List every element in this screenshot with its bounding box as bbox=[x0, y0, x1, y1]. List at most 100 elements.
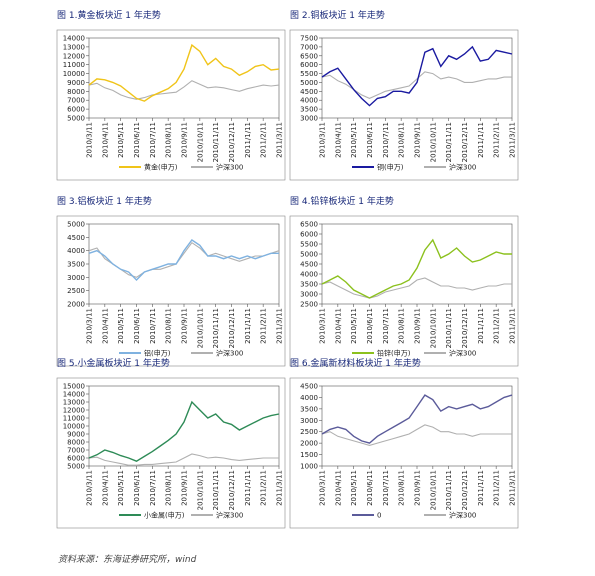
x-tick-label: 2011/3/11 bbox=[276, 470, 284, 506]
legend-label: 铅锌(申万) bbox=[377, 349, 411, 358]
y-tick-label: 6000 bbox=[300, 61, 318, 69]
plot-area bbox=[88, 223, 280, 305]
x-tick-label: 2010/7/11 bbox=[149, 308, 157, 344]
y-tick-label: 6000 bbox=[67, 106, 85, 114]
series-line bbox=[321, 238, 512, 299]
x-tick-label: 2010/7/11 bbox=[382, 308, 390, 344]
y-tick-label: 12000 bbox=[63, 407, 85, 415]
legend-label: 沪深300 bbox=[216, 349, 243, 358]
y-tick-label: 3000 bbox=[67, 274, 85, 282]
x-tick-label: 2010/11/11 bbox=[212, 308, 220, 348]
x-tick-label: 2010/5/11 bbox=[350, 122, 358, 158]
x-tick-label: 2011/3/11 bbox=[509, 122, 517, 158]
x-tick-label: 2010/3/11 bbox=[319, 308, 327, 344]
x-tick-label: 2010/11/11 bbox=[445, 470, 453, 510]
series-line bbox=[88, 239, 279, 281]
x-tick-label: 2011/1/11 bbox=[477, 470, 485, 506]
x-tick-label: 2010/8/11 bbox=[398, 470, 406, 506]
x-tick-label: 2011/3/11 bbox=[509, 308, 517, 344]
y-tick-label: 6000 bbox=[67, 455, 85, 463]
y-tick-label: 4500 bbox=[300, 88, 318, 96]
y-tick-label: 6500 bbox=[300, 221, 318, 229]
panel-frame bbox=[289, 215, 519, 367]
x-tick-label: 2011/1/11 bbox=[244, 470, 252, 506]
x-tick-label: 2010/9/11 bbox=[181, 308, 189, 344]
x-tick-label: 2010/4/11 bbox=[334, 122, 342, 158]
x-tick-label: 2010/10/11 bbox=[196, 122, 204, 162]
x-tick-label: 2010/9/11 bbox=[181, 470, 189, 506]
x-tick-label: 2010/3/11 bbox=[86, 122, 94, 158]
y-tick-label: 2500 bbox=[67, 287, 85, 295]
legend-label: 黄金(申万) bbox=[144, 163, 178, 172]
series-line bbox=[321, 45, 513, 107]
x-tick-label: 2010/10/11 bbox=[429, 308, 437, 348]
legend-label: 沪深300 bbox=[449, 511, 476, 520]
y-tick-label: 3500 bbox=[300, 405, 318, 413]
legend-label: 沪深300 bbox=[216, 163, 243, 172]
x-tick-label: 2010/11/11 bbox=[212, 122, 220, 162]
x-tick-label: 2011/3/11 bbox=[509, 470, 517, 506]
y-tick-label: 6000 bbox=[300, 231, 318, 239]
x-tick-label: 2010/12/11 bbox=[228, 122, 236, 162]
y-tick-label: 5500 bbox=[300, 241, 318, 249]
legend-label: 沪深300 bbox=[449, 163, 476, 172]
source-note: 资料来源：东海证券研究所，wind bbox=[58, 554, 197, 565]
x-tick-label: 2010/6/11 bbox=[366, 308, 374, 344]
y-tick-label: 5500 bbox=[300, 70, 318, 78]
y-tick-label: 4500 bbox=[300, 383, 318, 391]
y-tick-label: 4000 bbox=[300, 97, 318, 105]
y-tick-label: 8000 bbox=[67, 439, 85, 447]
x-tick-label: 2010/8/11 bbox=[398, 308, 406, 344]
x-tick-label: 2010/7/11 bbox=[382, 122, 390, 158]
x-tick-label: 2010/6/11 bbox=[133, 308, 141, 344]
y-tick-label: 3000 bbox=[300, 417, 318, 425]
x-tick-label: 2011/3/11 bbox=[276, 308, 284, 344]
y-tick-label: 8000 bbox=[67, 88, 85, 96]
x-tick-label: 2010/3/11 bbox=[86, 308, 94, 344]
panel-frame bbox=[289, 377, 519, 529]
x-tick-label: 2011/1/11 bbox=[244, 308, 252, 344]
y-tick-label: 14000 bbox=[63, 391, 85, 399]
series-line bbox=[88, 453, 279, 466]
x-tick-label: 2010/7/11 bbox=[149, 122, 157, 158]
y-tick-label: 7500 bbox=[300, 35, 318, 43]
x-tick-label: 2010/6/11 bbox=[133, 122, 141, 158]
legend-label: 0 bbox=[377, 512, 381, 520]
x-tick-label: 2010/8/11 bbox=[165, 308, 173, 344]
series-line bbox=[321, 394, 513, 444]
panel-frame bbox=[289, 29, 519, 181]
legend-label: 沪深300 bbox=[449, 349, 476, 358]
y-tick-label: 11000 bbox=[63, 61, 85, 69]
x-tick-label: 2011/1/11 bbox=[477, 122, 485, 158]
y-tick-label: 4000 bbox=[300, 271, 318, 279]
series-line bbox=[88, 241, 280, 278]
x-tick-label: 2010/12/11 bbox=[228, 470, 236, 510]
y-tick-label: 3000 bbox=[300, 291, 318, 299]
x-tick-label: 2010/4/11 bbox=[101, 470, 109, 506]
series-line bbox=[88, 80, 280, 100]
chart-title: 图 2.铜板块近 1 年走势 bbox=[290, 9, 385, 21]
y-tick-label: 9000 bbox=[67, 79, 85, 87]
plot-area bbox=[88, 37, 280, 119]
x-tick-label: 2010/9/11 bbox=[181, 122, 189, 158]
y-tick-label: 4500 bbox=[67, 234, 85, 242]
y-tick-label: 9000 bbox=[67, 431, 85, 439]
chart-title: 图 5.小金属板块近 1 年走势 bbox=[57, 357, 170, 369]
y-tick-label: 5000 bbox=[300, 251, 318, 259]
x-tick-label: 2011/2/11 bbox=[493, 308, 501, 344]
chart-title: 图 1.黄金板块近 1 年走势 bbox=[57, 9, 161, 21]
series-line bbox=[321, 424, 512, 446]
x-tick-label: 2010/3/11 bbox=[319, 470, 327, 506]
y-tick-label: 4000 bbox=[300, 394, 318, 402]
x-tick-label: 2010/12/11 bbox=[228, 308, 236, 348]
y-tick-label: 5000 bbox=[67, 463, 85, 471]
y-tick-label: 11000 bbox=[63, 415, 85, 423]
y-tick-label: 13000 bbox=[63, 399, 85, 407]
x-tick-label: 2010/5/11 bbox=[117, 308, 125, 344]
y-tick-label: 14000 bbox=[63, 35, 85, 43]
x-tick-label: 2011/1/11 bbox=[477, 308, 485, 344]
y-tick-label: 3500 bbox=[300, 281, 318, 289]
y-tick-label: 5000 bbox=[67, 115, 85, 123]
x-tick-label: 2010/10/11 bbox=[429, 122, 437, 162]
y-tick-label: 7000 bbox=[67, 447, 85, 455]
